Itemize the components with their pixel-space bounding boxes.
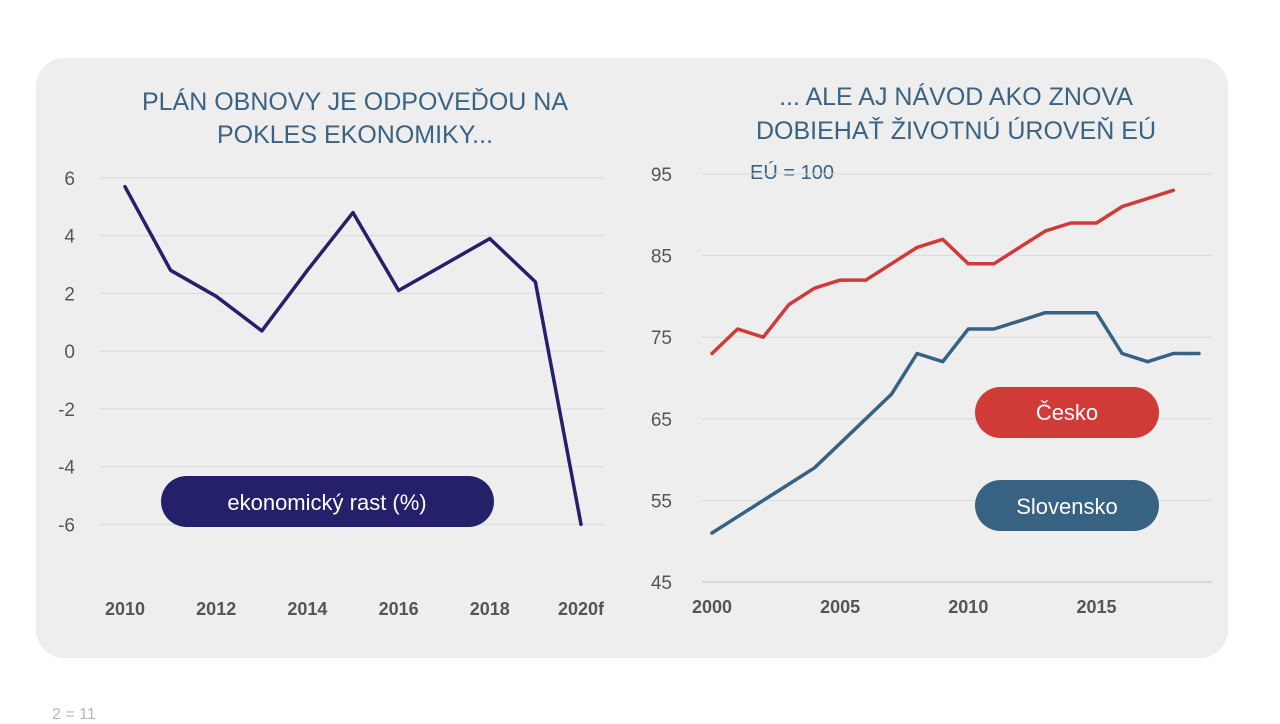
legend-cesko: Česko — [975, 387, 1159, 438]
right-y-tick-label: 55 — [651, 491, 672, 512]
right-chart-title-line-2: DOBIEHAŤ ŽIVOTNÚ ÚROVEŇ EÚ — [756, 116, 1156, 145]
right-chart: ... ALE AJ NÁVOD AKO ZNOVA DOBIEHAŤ ŽIVO… — [651, 82, 1212, 617]
legend-growth-pill — [161, 476, 494, 527]
right-y-tick-label: 45 — [651, 573, 672, 594]
legend-slovensko: Slovensko — [975, 480, 1159, 531]
right-x-tick-label: 2015 — [1076, 597, 1116, 617]
left-y-tick-label: -6 — [58, 515, 75, 536]
right-y-tick-label: 85 — [651, 247, 672, 268]
left-x-ticks: 2010 2012 2014 2016 2018 2020f — [105, 599, 605, 619]
right-y-tick-label: 95 — [651, 165, 672, 186]
right-x-tick-label: 2010 — [948, 597, 988, 617]
legend-cesko-label: Česko — [1036, 400, 1098, 425]
right-x-tick-label: 2000 — [692, 597, 732, 617]
right-x-tick-label: 2005 — [820, 597, 860, 617]
left-y-ticks: 6 4 2 0 -2 -4 -6 — [58, 169, 75, 536]
left-x-tick-label: 2014 — [287, 599, 327, 619]
left-x-tick-label: 2012 — [196, 599, 236, 619]
left-y-tick-label: -2 — [58, 400, 75, 421]
left-gridlines — [100, 177, 604, 525]
right-chart-subtitle: EÚ = 100 — [750, 161, 834, 184]
left-chart-title-line-2: POKLES EKONOMIKY... — [217, 121, 493, 149]
right-y-tick-label: 75 — [651, 328, 672, 349]
left-x-tick-label: 2020f — [558, 599, 605, 619]
series-line-growth — [123, 184, 583, 527]
left-chart: PLÁN OBNOVY JE ODPOVEĎOU NA POKLES EKONO… — [58, 87, 605, 619]
chart-panel — [36, 58, 1228, 658]
legend-slovensko-pill — [975, 480, 1159, 531]
right-x-ticks: 2000 2005 2010 2015 — [692, 597, 1117, 617]
left-y-tick-label: 6 — [64, 169, 75, 190]
right-y-tick-label: 65 — [651, 410, 672, 431]
left-x-tick-label: 2016 — [379, 599, 419, 619]
right-chart-title-line-1: ... ALE AJ NÁVOD AKO ZNOVA — [779, 82, 1133, 111]
legend-cesko-pill — [975, 387, 1159, 438]
left-y-tick-label: 0 — [64, 342, 75, 363]
legend-growth: ekonomický rast (%) — [161, 476, 494, 527]
series-line-slovensko — [710, 310, 1201, 535]
left-series — [123, 184, 583, 527]
left-y-tick-label: -4 — [58, 458, 75, 479]
legend-slovensko-label: Slovensko — [1016, 494, 1118, 519]
right-y-ticks: 95 85 75 65 55 45 — [651, 165, 672, 594]
series-line-cesko — [710, 188, 1176, 356]
left-x-tick-label: 2010 — [105, 599, 145, 619]
right-series — [710, 188, 1201, 535]
left-y-tick-label: 2 — [64, 284, 75, 305]
footnote: 2 = 11 — [52, 706, 96, 723]
legend-growth-label: ekonomický rast (%) — [227, 490, 426, 515]
left-chart-title-line-1: PLÁN OBNOVY JE ODPOVEĎOU NA — [142, 87, 568, 116]
left-y-tick-label: 4 — [64, 227, 75, 248]
left-x-tick-label: 2018 — [470, 599, 510, 619]
